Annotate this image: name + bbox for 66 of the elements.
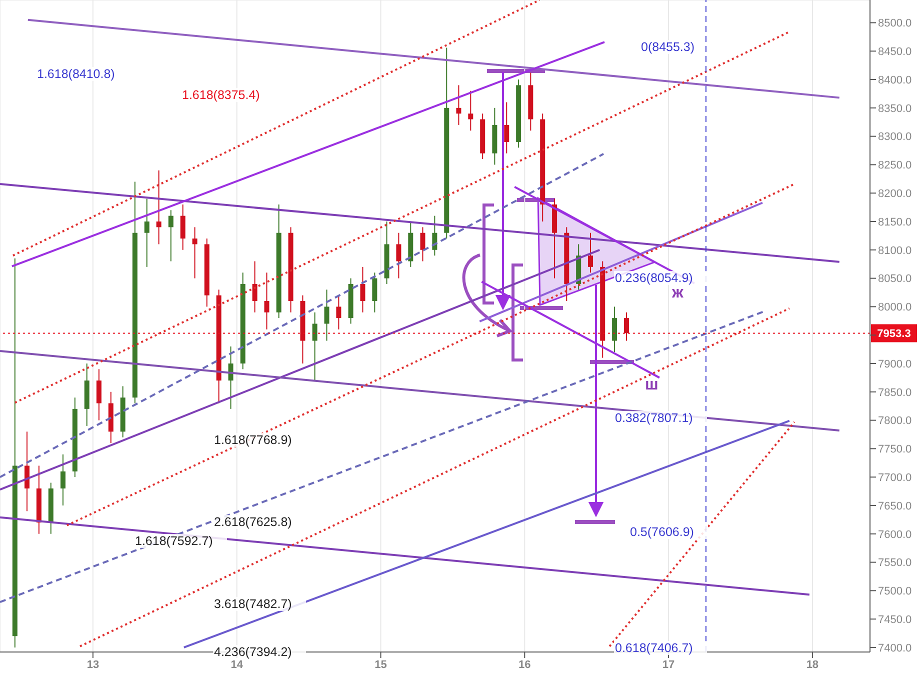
y-tick-label: 8500.0 bbox=[878, 18, 912, 30]
candlestick bbox=[60, 454, 66, 506]
candlestick bbox=[336, 294, 342, 330]
annotation: 0.618(7406.7) bbox=[615, 641, 693, 655]
annotation: 0(8455.3) bbox=[641, 40, 695, 54]
candlestick bbox=[324, 289, 330, 342]
y-tick-label: 8200.0 bbox=[878, 188, 912, 200]
annotation: 1.618(7592.7) bbox=[135, 534, 213, 548]
candlestick bbox=[372, 272, 378, 313]
candlestick bbox=[180, 204, 186, 250]
y-tick-label: 7650.0 bbox=[878, 500, 912, 512]
y-tick-label: 8350.0 bbox=[878, 102, 912, 115]
y-tick-label: 8100.0 bbox=[878, 244, 912, 257]
candlestick bbox=[156, 170, 162, 245]
candlestick bbox=[252, 260, 258, 313]
x-tick-label: 14 bbox=[230, 658, 244, 671]
y-tick-label: 7900.0 bbox=[878, 358, 912, 370]
candlestick bbox=[264, 272, 270, 330]
candlestick bbox=[24, 431, 30, 512]
y-tick-label: 7550.0 bbox=[878, 557, 912, 570]
y-tick-label: 7600.0 bbox=[878, 528, 912, 541]
candlestick bbox=[420, 226, 426, 262]
y-tick-label: 8450.0 bbox=[878, 46, 912, 58]
y-tick-label: 8050.0 bbox=[878, 273, 912, 286]
y-tick-label: 7700.0 bbox=[878, 472, 912, 484]
y-tick-label: 8150.0 bbox=[878, 216, 912, 228]
x-tick-label: 17 bbox=[662, 658, 675, 671]
y-tick-label: 7800.0 bbox=[878, 415, 912, 428]
y-tick-label: 7450.0 bbox=[878, 614, 912, 626]
annotation: 1.618(7768.9) bbox=[214, 433, 292, 447]
x-tick-label: 13 bbox=[86, 658, 100, 671]
annotation: 1.618(8410.8) bbox=[37, 67, 115, 81]
annotation: 2.618(7625.8) bbox=[214, 515, 292, 529]
annotation: ж bbox=[671, 284, 684, 302]
candlestick bbox=[468, 90, 474, 132]
ref-line-label: 7953.3 bbox=[877, 328, 911, 340]
y-tick-label: 7850.0 bbox=[878, 386, 912, 399]
y-tick-label: 7400.0 bbox=[878, 642, 912, 654]
x-tick-label: 16 bbox=[518, 658, 531, 671]
y-tick-label: 8000.0 bbox=[878, 302, 912, 314]
candlestick bbox=[360, 266, 366, 313]
annotation: 1.618(8375.4) bbox=[182, 88, 260, 102]
annotation: 0.382(7807.1) bbox=[615, 411, 693, 425]
candlestick bbox=[624, 312, 629, 342]
annotation: ш bbox=[645, 376, 658, 394]
candlestick bbox=[192, 226, 198, 279]
candlestick bbox=[456, 84, 462, 126]
y-tick-label: 7750.0 bbox=[878, 444, 912, 456]
x-tick-label: 15 bbox=[374, 658, 387, 671]
y-tick-label: 8250.0 bbox=[878, 160, 912, 172]
annotation: 3.618(7482.7) bbox=[214, 597, 292, 611]
y-tick-label: 8300.0 bbox=[878, 131, 912, 144]
annotation: 0.236(8054.9) bbox=[615, 271, 693, 285]
y-tick-label: 8400.0 bbox=[878, 74, 912, 86]
y-tick-label: 7500.0 bbox=[878, 586, 912, 598]
candlestick bbox=[144, 198, 150, 268]
candlestick bbox=[312, 312, 318, 382]
candlestick bbox=[168, 210, 174, 262]
candlestick bbox=[504, 102, 510, 154]
candlestick bbox=[588, 232, 594, 274]
candlestick bbox=[396, 232, 402, 279]
annotation: 4.236(7394.2) bbox=[214, 645, 292, 659]
annotation: 0.5(7606.9) bbox=[630, 525, 694, 539]
candlestick bbox=[96, 368, 102, 421]
candlestick bbox=[612, 306, 618, 353]
x-tick-label: 18 bbox=[806, 658, 819, 671]
